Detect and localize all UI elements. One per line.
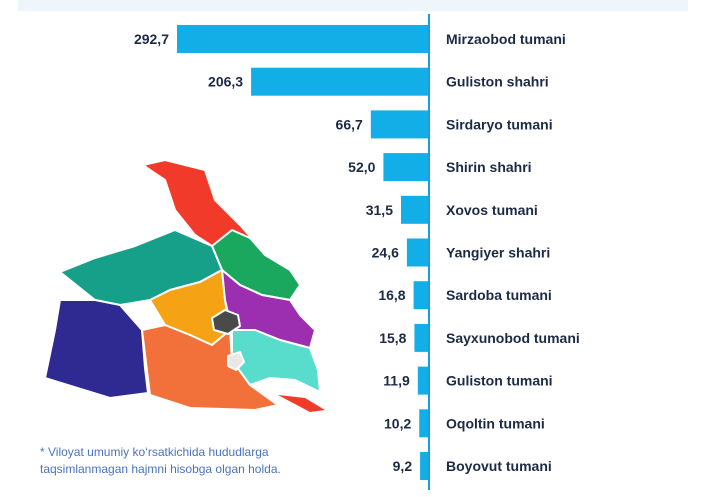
category-label: Sirdaryo tumani bbox=[446, 116, 553, 132]
footnote-line-1: * Viloyat umumiy ko‘rsatkichida hududlar… bbox=[40, 445, 269, 459]
bar-value-label: 15,8 bbox=[379, 330, 406, 346]
bar bbox=[417, 366, 428, 395]
footnote-line-2: taqsimlanmagan hajmni hisobga olgan hold… bbox=[40, 462, 281, 476]
bar-value-label: 16,8 bbox=[378, 287, 405, 303]
map-region-south-east bbox=[231, 329, 321, 393]
category-label: Boyovut tumani bbox=[446, 458, 552, 474]
map-region-tip bbox=[278, 395, 325, 412]
bar-value-label: 24,6 bbox=[372, 245, 399, 261]
category-label: Xovos tumani bbox=[446, 202, 538, 218]
bar bbox=[413, 281, 428, 310]
footnote: * Viloyat umumiy ko‘rsatkichida hududlar… bbox=[40, 444, 360, 478]
map-city-center bbox=[211, 309, 241, 335]
bar-value-label: 9,2 bbox=[393, 458, 413, 474]
category-label: Sayxunobod tumani bbox=[446, 330, 580, 346]
category-label: Oqoltin tumani bbox=[446, 415, 545, 431]
region-map bbox=[44, 159, 325, 412]
bar-value-label: 206,3 bbox=[208, 74, 243, 90]
bar-value-label: 52,0 bbox=[348, 159, 375, 175]
bar bbox=[251, 67, 428, 96]
bar bbox=[419, 409, 428, 438]
category-label: Sardoba tumani bbox=[446, 287, 552, 303]
bar bbox=[383, 153, 428, 182]
bars-group bbox=[177, 25, 428, 480]
bar-value-label: 10,2 bbox=[384, 415, 411, 431]
labels-group: 292,7 Mirzaobod tumani 206,3 Guliston shahr… bbox=[134, 31, 580, 474]
bar bbox=[420, 452, 428, 480]
category-label: Mirzaobod tumani bbox=[446, 31, 566, 47]
category-label: Shirin shahri bbox=[446, 159, 532, 175]
bar bbox=[414, 323, 428, 352]
bar-value-label: 11,9 bbox=[383, 373, 410, 389]
category-label: Guliston shahri bbox=[446, 74, 549, 90]
bar bbox=[370, 110, 428, 139]
bar bbox=[177, 25, 428, 53]
map-region-south-west bbox=[44, 299, 149, 399]
bar bbox=[406, 238, 428, 267]
map-city-small bbox=[227, 351, 245, 371]
bar-value-label: 292,7 bbox=[134, 31, 169, 47]
bar-value-label: 66,7 bbox=[336, 116, 363, 132]
bar-value-label: 31,5 bbox=[366, 202, 393, 218]
category-label: Guliston tumani bbox=[446, 373, 553, 389]
category-label: Yangiyer shahri bbox=[446, 245, 550, 261]
bar bbox=[400, 195, 428, 224]
top-band bbox=[18, 0, 688, 11]
